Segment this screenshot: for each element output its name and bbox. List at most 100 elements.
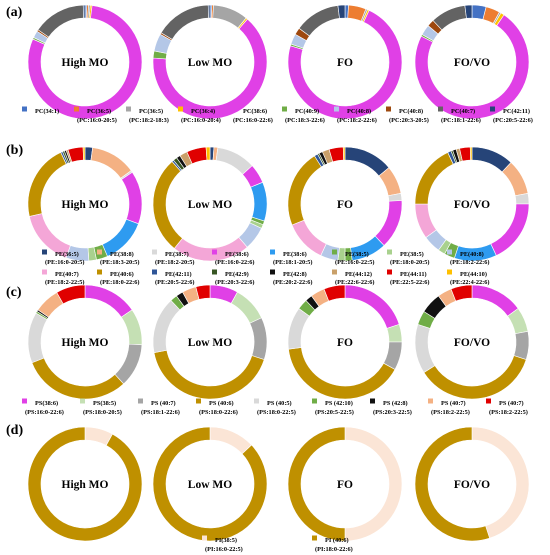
legend-item: PC(34:1)	[22, 106, 59, 115]
legend-label: PC(42:11)	[503, 108, 530, 115]
legend-label: PE(42:9)	[225, 271, 249, 278]
legend-sublabel: (PS:18:1-22:6)	[141, 409, 180, 416]
donut-segment	[287, 426, 346, 542]
legend-swatch	[97, 269, 102, 275]
legend-item: PS(38:6) (PS:16:0-22:6)	[22, 398, 64, 416]
donut-center-label: FO/VO	[454, 479, 490, 491]
donut-segment	[414, 203, 437, 238]
legend-swatch	[254, 398, 259, 404]
legend-item: PE(44:12)(PE:22:6-22:6)	[332, 269, 375, 286]
legend-label: PE(44:10)	[460, 271, 487, 278]
legend: PS(38:6) (PS:16:0-22:6) PS(38:5) (PS:18:0-2…	[22, 398, 528, 416]
donut-center-label: High MO	[62, 57, 109, 69]
donut-center-label: FO	[337, 479, 353, 491]
panel-label: (a)	[6, 5, 23, 20]
donut-segment	[414, 152, 454, 205]
donut-segment	[90, 147, 132, 179]
legend-sublabel: (PI:16:0-22:5)	[205, 546, 243, 553]
donut-center-label: FO	[337, 337, 353, 349]
legend-sublabel: (PE:20:5-22:6)	[155, 279, 195, 286]
legend-item: PS(38:5) (PS:18:0-20:5)	[80, 398, 122, 416]
donut-segment	[344, 284, 400, 329]
legend-sublabel: (PC:20:3-20:5)	[389, 117, 429, 124]
legend-label: PE(38:6)	[283, 251, 307, 258]
legend-swatch	[196, 398, 201, 404]
donut-segment	[423, 355, 527, 400]
legend-item: PS (42:10) (PS:20:5-22:5)	[312, 398, 354, 416]
donut-segment	[250, 181, 268, 222]
donut-segment	[27, 5, 143, 120]
legend-label: PE(40:7)	[55, 271, 79, 278]
legend-item: PC(36:4) (PC:16:0-20:4)	[178, 106, 221, 124]
legend: PI(38:5) (PI:16:0-22:5) PI (40:6) (PI:18:0-…	[202, 535, 353, 553]
donut-center-label: Low MO	[188, 337, 232, 349]
legend-label: PS (40:5)	[267, 400, 292, 407]
legend-label: PE(38:6)	[225, 251, 249, 258]
legend-swatch	[230, 106, 235, 112]
legend-swatch	[212, 249, 217, 255]
legend-item: PC(40:7) (PC:18:1-22:6)	[438, 106, 481, 124]
legend-swatch	[332, 249, 337, 255]
donut-segment	[82, 146, 86, 161]
legend-swatch	[447, 269, 452, 275]
panel-3: (d) High MO Low MO FO FO/VO PI(38:5) (PI:16:0-…	[6, 423, 530, 553]
donut-segment	[152, 426, 268, 542]
donut-segment	[195, 284, 211, 300]
legend-label: PE(42:8)	[283, 271, 307, 278]
panel-1: (b)High MO Low MO FO FO/VOPE(36:5)(PE:16:0-…	[6, 143, 530, 286]
legend-label: PI(38:5)	[215, 537, 237, 544]
legend-sublabel: (PE:20:3-22:6)	[215, 279, 255, 286]
legend-item: PI(38:5) (PI:16:0-22:5)	[202, 535, 243, 553]
legend-sublabel: (PS:18:0-22:6)	[199, 409, 238, 416]
legend-sublabel: (PE:22:4-22:6)	[450, 279, 490, 286]
legend-swatch	[386, 106, 391, 112]
legend-label: PC(38:6)	[243, 108, 267, 115]
legend-label: PS (42:10)	[325, 400, 353, 407]
legend-sublabel: (PE:16:0-22:6)	[215, 259, 255, 266]
legend-sublabel: (PC:18:3-22:6)	[285, 117, 325, 124]
legend-label: PS(38:5)	[93, 400, 116, 407]
donut-center-label: High MO	[62, 337, 109, 349]
legend-sublabel: (PC:16:0-22:6)	[233, 117, 273, 124]
legend-item: PE(42:11)(PE:20:5-22:6)	[152, 269, 195, 286]
legend-sublabel: (PS:18:2-22:5)	[431, 409, 470, 416]
legend-item: PE(44:10)(PE:22:4-22:6)	[447, 269, 490, 286]
legend-item: PC(36:5) (PC:16:0-20:5)	[74, 106, 117, 124]
donut-segment	[464, 4, 473, 19]
legend-sublabel: (PE:18:0-20:5)	[390, 259, 430, 266]
legend-label: PS (40:6)	[209, 400, 234, 407]
legend-sublabel: (PE:18:1-20:5)	[273, 259, 313, 266]
donut-segment	[298, 5, 340, 37]
legend-sublabel: (PC:18:1-22:6)	[441, 117, 481, 124]
legend-sublabel: (PS:18:2-22:5)	[489, 409, 528, 416]
legend-item: PE(38:5)(PE:16:0-22:5)	[332, 249, 375, 266]
legend-label: PC(36:5)	[87, 108, 111, 115]
legend-sublabel: (PE:18:2-22:5)	[45, 279, 85, 286]
donut-segment	[114, 343, 143, 385]
legend-label: PE(42:11)	[165, 271, 192, 278]
legend-swatch	[282, 106, 287, 112]
legend-swatch	[152, 249, 157, 255]
donut-segment	[121, 171, 143, 225]
legend-label: PC(40:8)	[399, 108, 423, 115]
donut-center-label: FO/VO	[454, 57, 490, 69]
legend-label: PC(36:5)	[139, 108, 163, 115]
donut-segment	[27, 312, 48, 364]
donut-segment	[471, 284, 519, 317]
legend-item: PE(40:8)(PE:18:2-22:6)	[447, 249, 490, 266]
donut-segment	[374, 200, 403, 246]
legend-label: PI (40:6)	[325, 537, 349, 544]
legend-swatch	[447, 249, 452, 255]
donut-segment	[152, 161, 183, 249]
legend-sublabel: (PE:18:0-22:6)	[100, 279, 140, 286]
donut-segment	[414, 324, 436, 373]
legend-item: PS (40:7) (PS:18:2-22:5)	[428, 398, 470, 416]
donut-segment	[152, 300, 181, 354]
legend-swatch	[80, 398, 85, 404]
legend-sublabel: (PE:16:0-22:5)	[335, 259, 375, 266]
legend-swatch	[22, 398, 27, 404]
panel-label: (d)	[6, 423, 23, 438]
legend-label: PC(34:1)	[35, 108, 59, 115]
legend-item: PS (42:8) (PS:20:3-22:5)	[370, 398, 412, 416]
legend-sublabel: (PI:18:0-22:6)	[315, 546, 353, 553]
